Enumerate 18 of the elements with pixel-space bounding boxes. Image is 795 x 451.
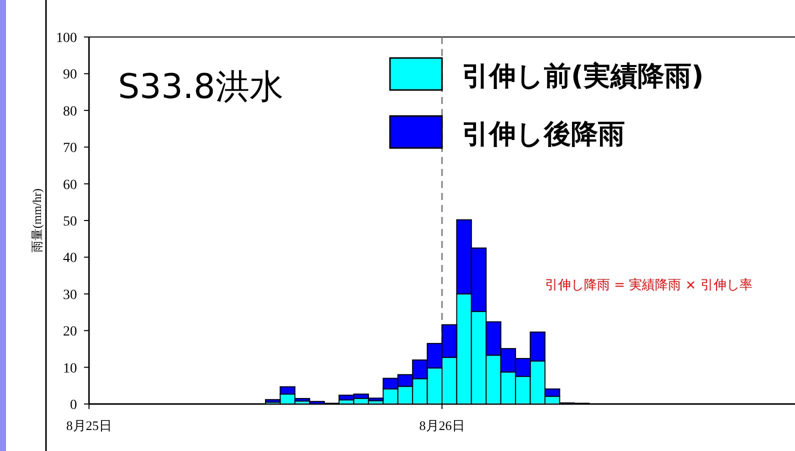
annotation: 引伸し降雨 = 実績降雨 × 引伸し率 <box>545 277 752 293</box>
y-tick-label: 90 <box>63 68 77 83</box>
y-axis-title: 雨量(mm/hr) <box>30 188 44 252</box>
y-tick-label: 40 <box>63 251 77 266</box>
y-tick-label: 60 <box>63 178 77 193</box>
y-tick-label: 20 <box>63 324 77 340</box>
legend-label: 引伸し前(実績降雨) <box>462 61 704 92</box>
y-tick-label: 0 <box>70 398 77 413</box>
legend-label: 引伸し後降雨 <box>462 119 625 150</box>
y-tick-label: 30 <box>63 288 77 303</box>
x-tick-label: 8月25日 <box>66 418 112 433</box>
y-tick-label: 10 <box>63 361 77 376</box>
y-tick-label: 100 <box>56 31 77 46</box>
y-tick-label: 80 <box>63 104 77 120</box>
text: S33.8洪水 <box>118 67 284 107</box>
y-tick-label: 70 <box>63 141 77 156</box>
y-tick-label: 50 <box>63 214 77 230</box>
x-tick-label: 8月26日 <box>419 418 465 433</box>
